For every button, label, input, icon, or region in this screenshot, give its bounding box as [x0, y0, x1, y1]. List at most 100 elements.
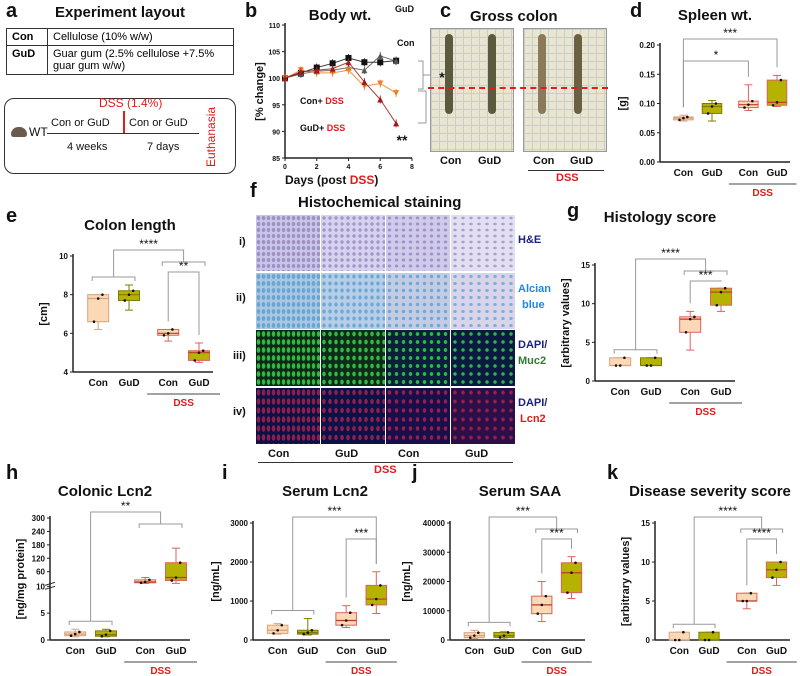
- data-point: [310, 628, 314, 632]
- legend-label: GuD+ DSS: [300, 123, 345, 133]
- y-tick-label: 5: [646, 597, 651, 606]
- stain-label: DAPI/: [518, 339, 548, 351]
- y-tick-label: 10: [36, 582, 45, 591]
- group-label: GuD: [478, 155, 502, 167]
- data-point: [723, 286, 727, 290]
- y-tick-label: 0.15: [639, 70, 655, 79]
- data-point: [743, 106, 746, 109]
- significance-bracket: [635, 258, 707, 350]
- data-point: [618, 364, 622, 367]
- series-line-2: [284, 69, 397, 94]
- data-point: [379, 584, 382, 587]
- data-point: [749, 591, 753, 595]
- group-label: GuD: [493, 646, 514, 657]
- diet-key: Con: [6, 28, 48, 46]
- data-point: [688, 317, 692, 321]
- stain-label: blue: [522, 299, 545, 311]
- row-label: i): [239, 236, 246, 248]
- data-point: [393, 58, 400, 65]
- data-point: [345, 59, 352, 66]
- group-bracket: [138, 523, 183, 528]
- x-tick-label: 2: [315, 164, 319, 171]
- y-tick-label: 6: [64, 329, 69, 338]
- histology-image: [320, 271, 386, 330]
- y-tick-label: 0.20: [639, 41, 655, 50]
- y-tick-label: 0.10: [639, 100, 655, 109]
- x-tick-label: 8: [410, 164, 414, 171]
- group-label: Con: [532, 646, 551, 657]
- data-point: [297, 68, 304, 75]
- stain-label: Muc2: [518, 355, 547, 367]
- dss-underline: [528, 170, 604, 171]
- data-point: [710, 105, 714, 108]
- y-axis-label: [ng/mL]: [210, 561, 222, 602]
- group-bracket: [467, 621, 511, 627]
- data-point: [282, 75, 288, 82]
- y-tick-label: 90: [272, 129, 280, 136]
- chart-title: Serum Lcn2: [282, 483, 368, 500]
- box-gud-dss: [766, 79, 788, 106]
- significance-label: ****: [139, 237, 158, 251]
- data-point: [673, 638, 677, 642]
- y-tick-label: 4: [64, 368, 69, 377]
- chart-title: Colonic Lcn2: [58, 483, 152, 500]
- y-tick-label: 100: [268, 76, 280, 83]
- panel-letter-g: g: [567, 200, 580, 222]
- col-label: GuD: [335, 448, 359, 460]
- data-point: [566, 591, 569, 594]
- y-tick-label: 180: [32, 541, 46, 550]
- dss-label: DSS: [556, 172, 579, 184]
- col-label: Con: [268, 448, 290, 460]
- data-point: [502, 634, 506, 637]
- timeline-start: WT: [29, 125, 48, 139]
- histology-image: [255, 271, 321, 330]
- y-tick-label: 0.00: [639, 158, 655, 167]
- dss-label: DSS: [150, 666, 171, 676]
- y-tick-label: 10: [641, 558, 650, 567]
- group-bracket: [91, 276, 136, 281]
- data-point: [393, 90, 400, 97]
- x-tick-label: 4: [347, 164, 351, 171]
- data-point: [536, 612, 540, 615]
- y-axis-label: [cm]: [38, 302, 50, 326]
- legend-dss: DSS: [325, 96, 344, 106]
- histology-image: [255, 329, 321, 387]
- timeline-dss: DSS (1.4%): [99, 96, 163, 110]
- data-point: [714, 102, 718, 105]
- group-bracket: [68, 620, 113, 626]
- group-label: Con: [440, 155, 462, 167]
- y-axis-label: [ng/mg protein]: [15, 538, 27, 619]
- data-point: [477, 631, 480, 634]
- significance-label: ***: [550, 526, 564, 540]
- mouse-icon: [11, 127, 27, 137]
- group-label: Con: [135, 646, 154, 657]
- data-point: [693, 315, 696, 319]
- significance-label: ****: [752, 526, 771, 540]
- data-point: [131, 289, 135, 293]
- histology-image: [255, 386, 321, 445]
- colon-specimen: [445, 34, 453, 114]
- data-point: [649, 364, 653, 367]
- box-con: [87, 294, 110, 323]
- table-row: Con Cellulose (10% w/w): [6, 28, 234, 46]
- y-tick-label: 20000: [423, 578, 446, 587]
- data-point: [329, 60, 336, 67]
- y-tick-label: 240: [32, 527, 46, 536]
- data-point: [775, 101, 779, 104]
- significance-bracket: [682, 60, 749, 108]
- group-label: Con: [268, 646, 287, 657]
- significance-label: **: [121, 499, 131, 513]
- y-tick-label: 0.05: [639, 129, 655, 138]
- data-point: [377, 59, 384, 66]
- x-tick-label: 0: [283, 164, 287, 171]
- data-point: [779, 78, 783, 82]
- significance-bracket: [541, 538, 572, 574]
- group-label: Con: [739, 168, 758, 179]
- panel-letter-i: i: [222, 462, 228, 484]
- legend-label: GuD: [395, 4, 414, 14]
- stain-label: H&E: [518, 234, 542, 246]
- group-bracket: [613, 349, 658, 354]
- y-tick-label: 120: [32, 554, 46, 563]
- y-tick-label: 85: [272, 156, 280, 163]
- row-label: ii): [236, 292, 246, 304]
